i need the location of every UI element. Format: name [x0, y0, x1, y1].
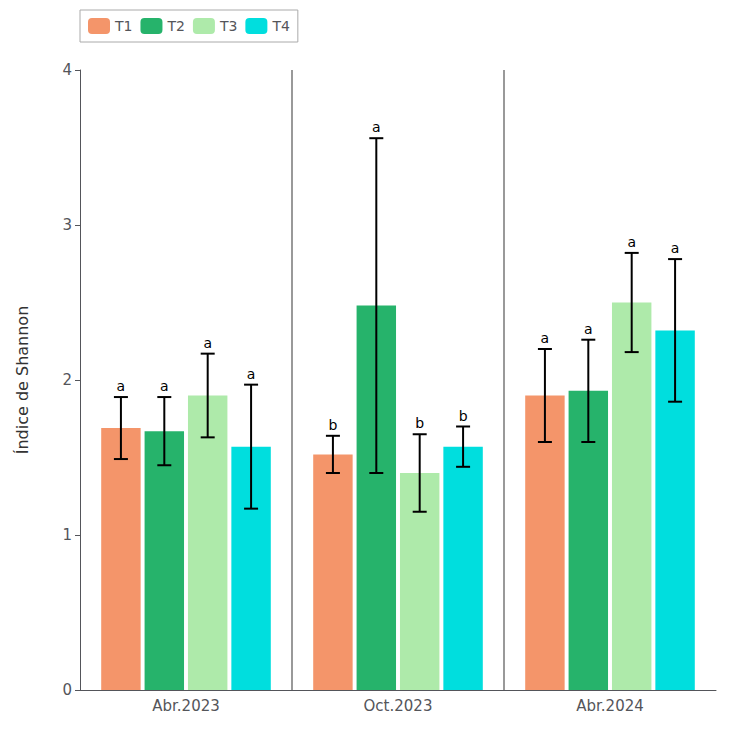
svg-text:a: a [541, 330, 550, 346]
svg-text:a: a [627, 234, 636, 250]
svg-text:Índice de Shannon: Índice de Shannon [13, 306, 32, 455]
svg-text:1: 1 [62, 526, 72, 544]
svg-text:a: a [584, 321, 593, 337]
svg-text:a: a [203, 335, 212, 351]
svg-text:a: a [160, 378, 169, 394]
svg-text:0: 0 [62, 681, 72, 699]
svg-text:T3: T3 [219, 18, 237, 34]
svg-text:T2: T2 [166, 18, 184, 34]
svg-text:b: b [459, 408, 468, 424]
svg-text:a: a [117, 378, 126, 394]
svg-text:Oct.2023: Oct.2023 [364, 697, 433, 715]
svg-text:b: b [415, 415, 424, 431]
svg-text:3: 3 [62, 216, 72, 234]
svg-text:T1: T1 [114, 18, 132, 34]
svg-text:b: b [328, 417, 337, 433]
svg-text:Abr.2023: Abr.2023 [152, 697, 220, 715]
svg-text:2: 2 [62, 371, 72, 389]
svg-text:4: 4 [62, 61, 72, 79]
svg-text:Abr.2024: Abr.2024 [576, 697, 644, 715]
svg-text:a: a [671, 240, 680, 256]
svg-text:a: a [247, 366, 256, 382]
svg-text:T4: T4 [271, 18, 290, 34]
svg-text:a: a [372, 119, 381, 135]
